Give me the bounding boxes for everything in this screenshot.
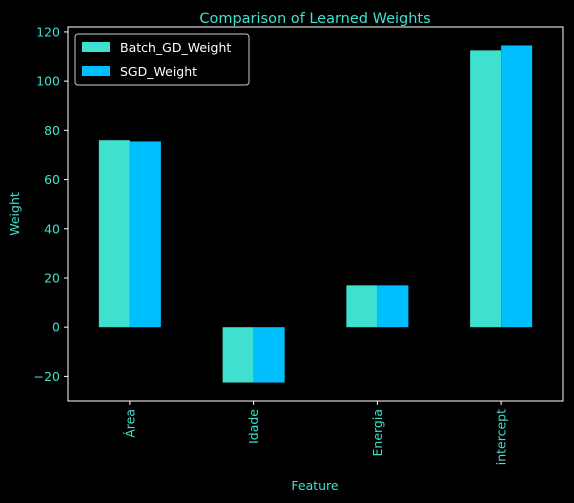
legend-swatch-sgd <box>82 66 110 76</box>
legend-label-sgd: SGD_Weight <box>120 64 197 79</box>
x-axis: Área Idade Energia intercept <box>122 401 509 465</box>
x-tick-label-energia: Energia <box>370 409 385 457</box>
y-tick-label: 40 <box>44 221 60 236</box>
bar-sgd-weight-energia <box>377 285 409 328</box>
y-tick-label: 0 <box>52 320 60 335</box>
x-axis-label: Feature <box>291 478 339 493</box>
chart-title: Comparison of Learned Weights <box>199 11 430 27</box>
bar-batch-gd-weight-area <box>98 140 130 328</box>
y-axis: −20 0 20 40 60 80 100 120 <box>34 24 68 384</box>
y-axis-label: Weight <box>7 192 22 236</box>
legend-label-batch-gd: Batch_GD_Weight <box>120 40 231 55</box>
x-tick-label-idade: Idade <box>246 409 261 444</box>
bar-batch-gd-weight-energia <box>346 285 378 328</box>
bar-sgd-weight-intercept <box>501 45 533 328</box>
bar-batch-gd-weight-idade <box>222 327 254 383</box>
bar-sgd-weight-idade <box>253 327 285 383</box>
y-tick-label: 60 <box>44 172 60 187</box>
plot-area <box>98 45 533 383</box>
x-tick-label-intercept: intercept <box>494 409 509 465</box>
bar-sgd-weight-area <box>129 141 161 328</box>
legend-swatch-batch-gd <box>82 42 110 52</box>
y-tick-label: 20 <box>44 270 60 285</box>
y-tick-label: 120 <box>36 24 60 39</box>
y-tick-label: 100 <box>36 74 60 89</box>
x-tick-label-area: Área <box>122 409 137 438</box>
plot-frame <box>67 26 564 402</box>
bar-batch-gd-weight-intercept <box>470 50 502 328</box>
legend-frame <box>74 33 250 86</box>
y-tick-label: 80 <box>44 123 60 138</box>
legend: Batch_GD_Weight SGD_Weight <box>74 33 250 86</box>
y-tick-label: −20 <box>34 369 60 384</box>
